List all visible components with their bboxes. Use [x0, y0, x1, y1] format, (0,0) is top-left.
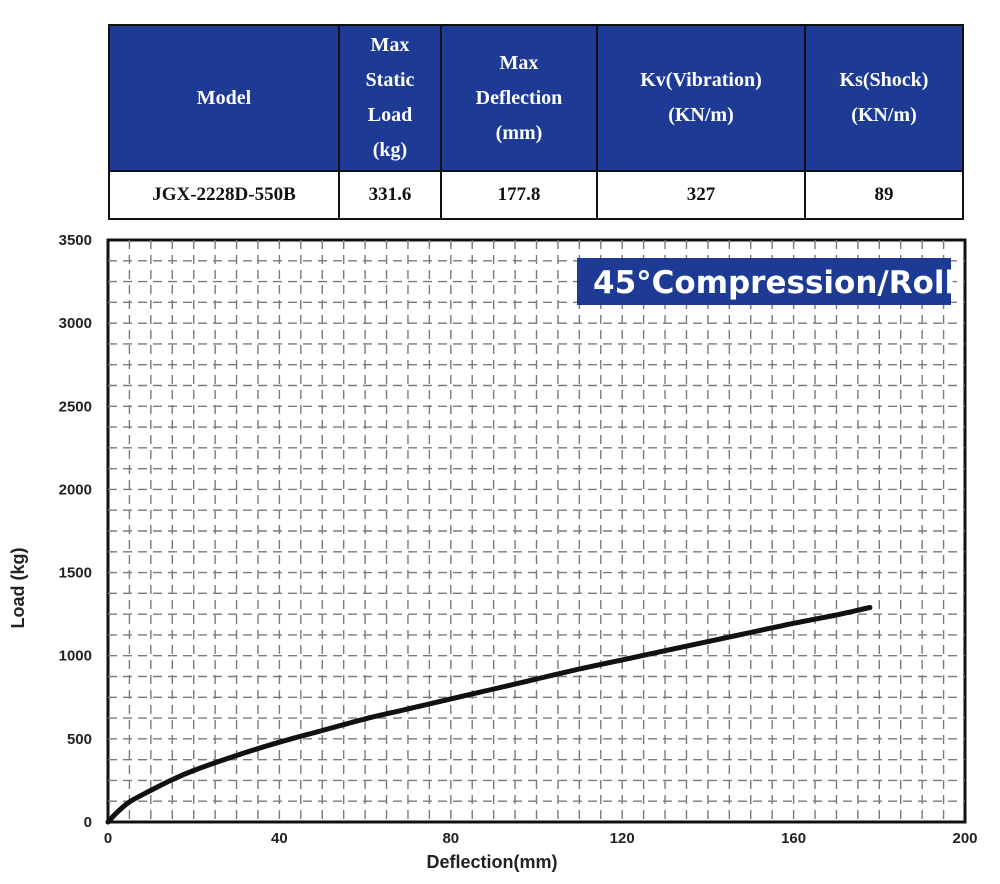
- y-tick-label: 3000: [59, 315, 92, 332]
- badge-background: [577, 258, 951, 305]
- x-tick-label: 160: [781, 830, 806, 847]
- header-line: Max: [499, 51, 539, 74]
- grid: [108, 240, 965, 822]
- spec-table: Model Max Static Load (kg) Max Deflectio…: [108, 24, 964, 220]
- spec-header-row: Model Max Static Load (kg) Max Deflectio…: [108, 24, 964, 172]
- header-line: Kv(Vibration): [640, 69, 762, 91]
- series-layer: [105, 605, 873, 825]
- cell-model: JGX-2228D-550B: [108, 170, 340, 220]
- header-line: Model: [196, 86, 252, 109]
- cell-ks: 89: [804, 170, 964, 220]
- y-tick-label: 1500: [59, 565, 92, 582]
- x-tick-label: 40: [271, 830, 288, 847]
- x-tick-label: 0: [104, 830, 112, 847]
- header-line: Load: [367, 104, 413, 126]
- series-line: [105, 605, 873, 825]
- cell-max-deflection: 177.8: [440, 170, 598, 220]
- y-tick-label: 0: [84, 814, 92, 831]
- axis-ticks: 0 40 80 120 160 20005001000150020002500300035…: [59, 232, 978, 847]
- header-ks: Ks(Shock) (KN/m): [804, 24, 964, 172]
- cell-kv: 327: [596, 170, 806, 220]
- header-kv: Kv(Vibration) (KN/m): [596, 24, 806, 172]
- load-deflection-chart: 0 40 80 120 160 20005001000150020002500300035…: [8, 232, 978, 872]
- chart-badge: 45°Compression/Roll: [577, 258, 955, 305]
- spec-data-row: JGX-2228D-550B 331.6 177.8 327 89: [108, 170, 964, 220]
- y-axis-title: Load (kg): [8, 548, 28, 629]
- y-tick-label: 1000: [59, 648, 92, 665]
- y-tick-label: 2500: [59, 398, 92, 415]
- cell-max-static-load: 331.6: [338, 170, 442, 220]
- y-tick-label: 500: [67, 731, 92, 748]
- header-line: Static: [365, 69, 415, 91]
- header-line: (mm): [495, 121, 543, 144]
- header-line: (KN/m): [668, 104, 734, 126]
- x-tick-label: 120: [610, 830, 635, 847]
- header-line: (KN/m): [851, 104, 917, 126]
- y-tick-label: 3500: [59, 232, 92, 249]
- header-max-static-load: Max Static Load (kg): [338, 24, 442, 172]
- x-tick-label: 200: [952, 830, 977, 847]
- header-line: Max: [370, 34, 410, 56]
- x-tick-label: 80: [442, 830, 459, 847]
- header-max-deflection: Max Deflection (mm): [440, 24, 598, 172]
- header-line: Ks(Shock): [839, 69, 929, 91]
- header-line: (kg): [372, 139, 408, 161]
- y-tick-label: 2000: [59, 481, 92, 498]
- badge-text: 45°Compression/Roll: [593, 265, 955, 301]
- header-model: Model: [108, 24, 340, 172]
- header-line: Deflection: [475, 86, 563, 109]
- x-axis-title: Deflection(mm): [426, 852, 557, 872]
